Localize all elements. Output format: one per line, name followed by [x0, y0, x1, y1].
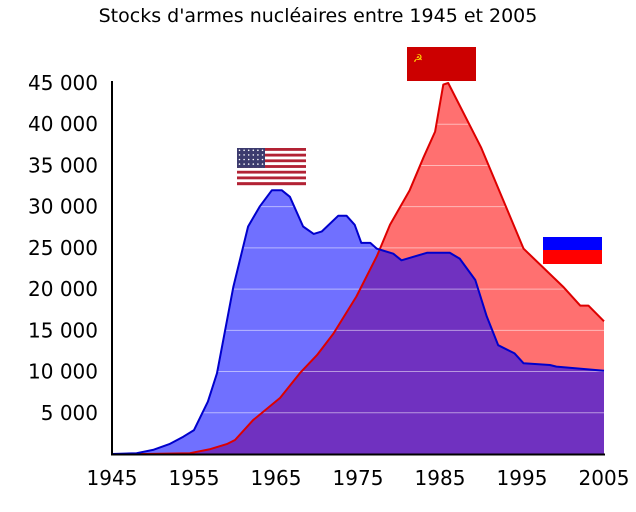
y-tick-label: 40 000	[28, 112, 98, 136]
y-tick-label: 20 000	[28, 277, 98, 301]
y-tick-label: 5 000	[41, 401, 98, 425]
usa-area	[112, 190, 604, 454]
chart-title: Stocks d'armes nucléaires entre 1945 et …	[98, 5, 538, 27]
y-tick-label: 15 000	[28, 318, 98, 342]
y-tick-label: 10 000	[28, 360, 98, 384]
russia-flag-icon	[543, 224, 602, 264]
x-tick-label: 2005	[579, 466, 630, 490]
y-tick-label: 25 000	[28, 236, 98, 260]
x-tick-label: 1995	[497, 466, 548, 490]
x-tick-label: 1955	[169, 466, 220, 490]
y-tick-label: 30 000	[28, 195, 98, 219]
y-tick-label: 35 000	[28, 153, 98, 177]
x-tick-label: 1965	[251, 466, 302, 490]
x-tick-label: 1975	[333, 466, 384, 490]
usa-line	[111, 189, 605, 455]
ussr-line	[112, 82, 605, 455]
y-tick-label: 45 000	[28, 71, 98, 95]
ussr-flag-icon: ☭	[407, 47, 476, 81]
x-tick-label: 1945	[87, 466, 138, 490]
svg-text:☭: ☭	[413, 52, 423, 65]
usa-flag-icon	[237, 148, 306, 186]
x-tick-label: 1985	[415, 466, 466, 490]
